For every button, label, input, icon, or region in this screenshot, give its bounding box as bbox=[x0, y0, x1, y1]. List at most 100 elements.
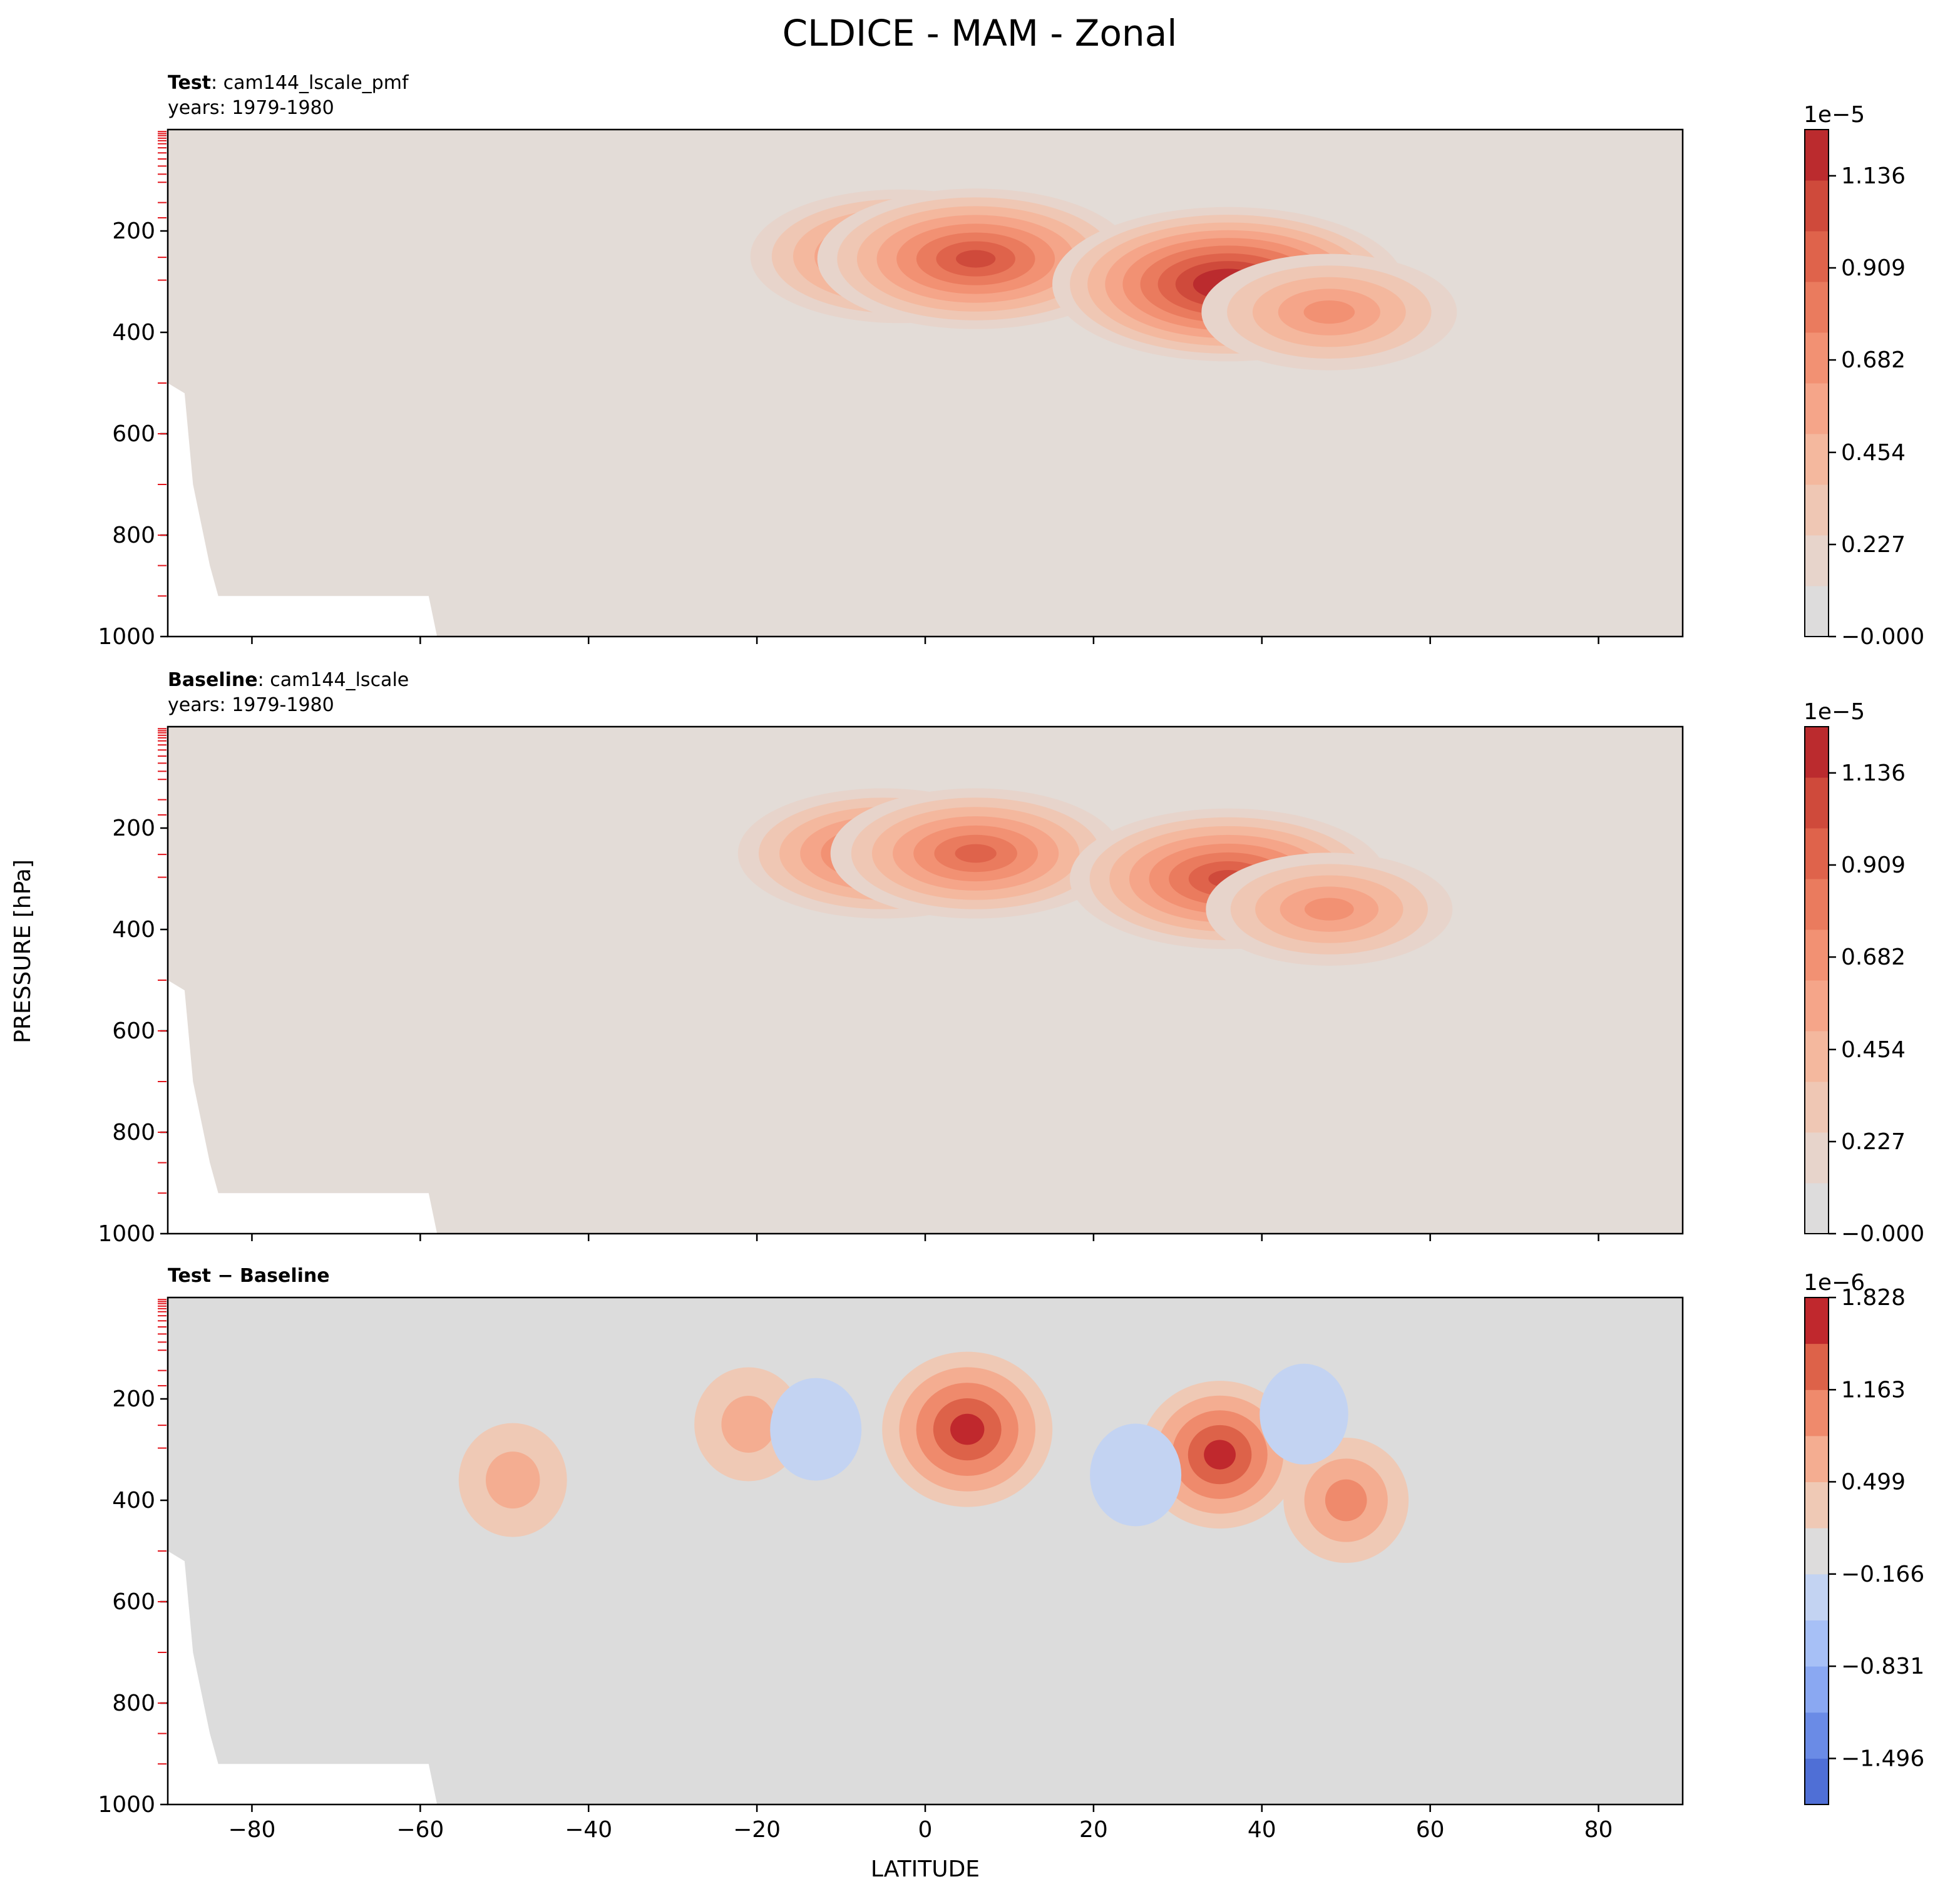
colorbar-band bbox=[1805, 1435, 1829, 1483]
contour-level bbox=[1304, 898, 1354, 921]
colorbar-tick-label: 0.909 bbox=[1841, 255, 1906, 281]
colorbar-tick-label: 0.499 bbox=[1841, 1469, 1906, 1495]
contour-level bbox=[956, 250, 996, 268]
colorbar-frame bbox=[1804, 129, 1829, 637]
panel-diff-contours bbox=[168, 1298, 1683, 1804]
colorbar-band bbox=[1805, 727, 1829, 778]
colorbar-band bbox=[1805, 1666, 1829, 1713]
y-tick-label: 600 bbox=[112, 421, 155, 447]
x-tick-label: 20 bbox=[1079, 1817, 1108, 1843]
colorbar-band bbox=[1805, 1343, 1829, 1390]
y-tick-label: 200 bbox=[112, 1386, 155, 1412]
contour-level bbox=[770, 1378, 862, 1481]
colorbar-exponent: 1e−5 bbox=[1804, 102, 1865, 128]
panel-baseline-label: Baseline: cam144_lscale bbox=[168, 669, 409, 691]
colorbar-band bbox=[1805, 1031, 1829, 1082]
colorbar-exponent: 1e−5 bbox=[1804, 699, 1865, 725]
x-tick-label: −80 bbox=[228, 1817, 275, 1843]
colorbar-band bbox=[1805, 130, 1829, 181]
colorbar-tick-label: 0.454 bbox=[1841, 440, 1906, 466]
y-tick-label: 200 bbox=[112, 816, 155, 841]
colorbar-band bbox=[1805, 282, 1829, 333]
y-tick-label: 200 bbox=[112, 218, 155, 244]
colorbar-exponent: 1e−6 bbox=[1804, 1270, 1865, 1296]
colorbar-band bbox=[1805, 1528, 1829, 1575]
colorbar-band bbox=[1805, 1574, 1829, 1620]
x-tick-label: −40 bbox=[565, 1817, 612, 1843]
colorbar-tick-label: 0.682 bbox=[1841, 347, 1906, 373]
contour-level bbox=[1303, 300, 1355, 324]
contour-level bbox=[1325, 1479, 1367, 1522]
x-tick-label: −60 bbox=[396, 1817, 444, 1843]
panel-test: Test: cam144_lscale_pmf years: 1979-1980… bbox=[98, 72, 1924, 650]
x-tick-label: 0 bbox=[918, 1817, 933, 1843]
colorbar-tick-label: 1.828 bbox=[1841, 1285, 1906, 1311]
contour-level bbox=[1204, 1440, 1236, 1470]
y-tick-label: 800 bbox=[112, 523, 155, 548]
colorbar-band bbox=[1805, 231, 1829, 282]
colorbar-frame bbox=[1804, 1297, 1829, 1805]
colorbar-band bbox=[1805, 879, 1829, 930]
x-tick-label: 60 bbox=[1416, 1817, 1445, 1843]
colorbar-band bbox=[1805, 1758, 1829, 1805]
colorbar-band bbox=[1805, 980, 1829, 1031]
colorbar-tick-label: −1.496 bbox=[1841, 1746, 1924, 1771]
colorbar-band bbox=[1805, 586, 1829, 637]
y-tick-label: 800 bbox=[112, 1120, 155, 1145]
colorbar-frame bbox=[1804, 726, 1829, 1234]
x-tick-label: 40 bbox=[1248, 1817, 1276, 1843]
contour-level bbox=[721, 1396, 776, 1453]
y-tick-label: 1000 bbox=[98, 1221, 155, 1247]
colorbar-tick-label: 0.454 bbox=[1841, 1037, 1906, 1063]
panel-diff-colorbar: 1.828 1.163 0.499 −0.166 −0.831 −1.496 1e−6 bbox=[1804, 1270, 1924, 1805]
panel-diff-label: Test − Baseline bbox=[168, 1265, 330, 1287]
colorbar-band bbox=[1805, 929, 1829, 981]
y-axis-label: PRESSURE [hPa] bbox=[10, 859, 36, 1043]
panel-baseline-ticks: 200 400 600 800 1000 bbox=[98, 728, 1599, 1247]
colorbar-tick-label: 0.227 bbox=[1841, 1129, 1906, 1155]
colorbar-tick-label: 1.136 bbox=[1841, 163, 1906, 189]
colorbar-tick-label: −0.000 bbox=[1841, 624, 1924, 650]
y-tick-label: 600 bbox=[112, 1018, 155, 1044]
y-tick-label: 400 bbox=[112, 1488, 155, 1513]
colorbar-band bbox=[1805, 434, 1829, 485]
missing-data-mask bbox=[168, 1551, 438, 1804]
colorbar-band bbox=[1805, 1183, 1829, 1234]
colorbar-band bbox=[1805, 1298, 1829, 1344]
y-tick-label: 800 bbox=[112, 1691, 155, 1716]
colorbar-band bbox=[1805, 484, 1829, 536]
panel-test-label: Test: cam144_lscale_pmf bbox=[168, 72, 409, 94]
colorbar-band bbox=[1805, 1482, 1829, 1528]
colorbar-band bbox=[1805, 1132, 1829, 1184]
panel-baseline-years: years: 1979-1980 bbox=[168, 694, 334, 716]
colorbar-band bbox=[1805, 1712, 1829, 1759]
colorbar-tick-label: −0.166 bbox=[1841, 1562, 1924, 1587]
panel-baseline-colorbar: 1.136 0.909 0.682 0.454 0.227 −0.000 1e−5 bbox=[1804, 699, 1924, 1247]
colorbar-tick-label: 1.163 bbox=[1841, 1377, 1906, 1403]
contour-level bbox=[1090, 1423, 1182, 1527]
colorbar-band bbox=[1805, 332, 1829, 384]
colorbar-band bbox=[1805, 1082, 1829, 1133]
figure-title: CLDICE - MAM - Zonal bbox=[782, 12, 1178, 54]
panel-test-ticks: 200 400 600 800 1000 bbox=[98, 131, 1599, 650]
panel-test-contours bbox=[168, 130, 1683, 637]
y-tick-label: 600 bbox=[112, 1589, 155, 1615]
colorbar-band bbox=[1805, 1390, 1829, 1436]
colorbar-tick-label: 0.227 bbox=[1841, 532, 1906, 558]
colorbar-band bbox=[1805, 828, 1829, 879]
missing-data-mask bbox=[168, 980, 438, 1234]
colorbar-band bbox=[1805, 383, 1829, 434]
y-tick-label: 400 bbox=[112, 320, 155, 346]
colorbar-band bbox=[1805, 535, 1829, 586]
y-tick-label: 1000 bbox=[98, 1792, 155, 1818]
colorbar-band bbox=[1805, 180, 1829, 232]
y-tick-label: 1000 bbox=[98, 624, 155, 650]
panel-test-colorbar: 1.136 0.909 0.682 0.454 0.227 −0.000 1e−5 bbox=[1804, 102, 1924, 650]
colorbar-tick-label: 0.682 bbox=[1841, 944, 1906, 970]
x-tick-label: 80 bbox=[1584, 1817, 1613, 1843]
panel-baseline-contours bbox=[168, 727, 1683, 1234]
colorbar-tick-label: 0.909 bbox=[1841, 852, 1906, 878]
contour-level bbox=[485, 1451, 540, 1509]
missing-data-mask bbox=[168, 383, 438, 637]
